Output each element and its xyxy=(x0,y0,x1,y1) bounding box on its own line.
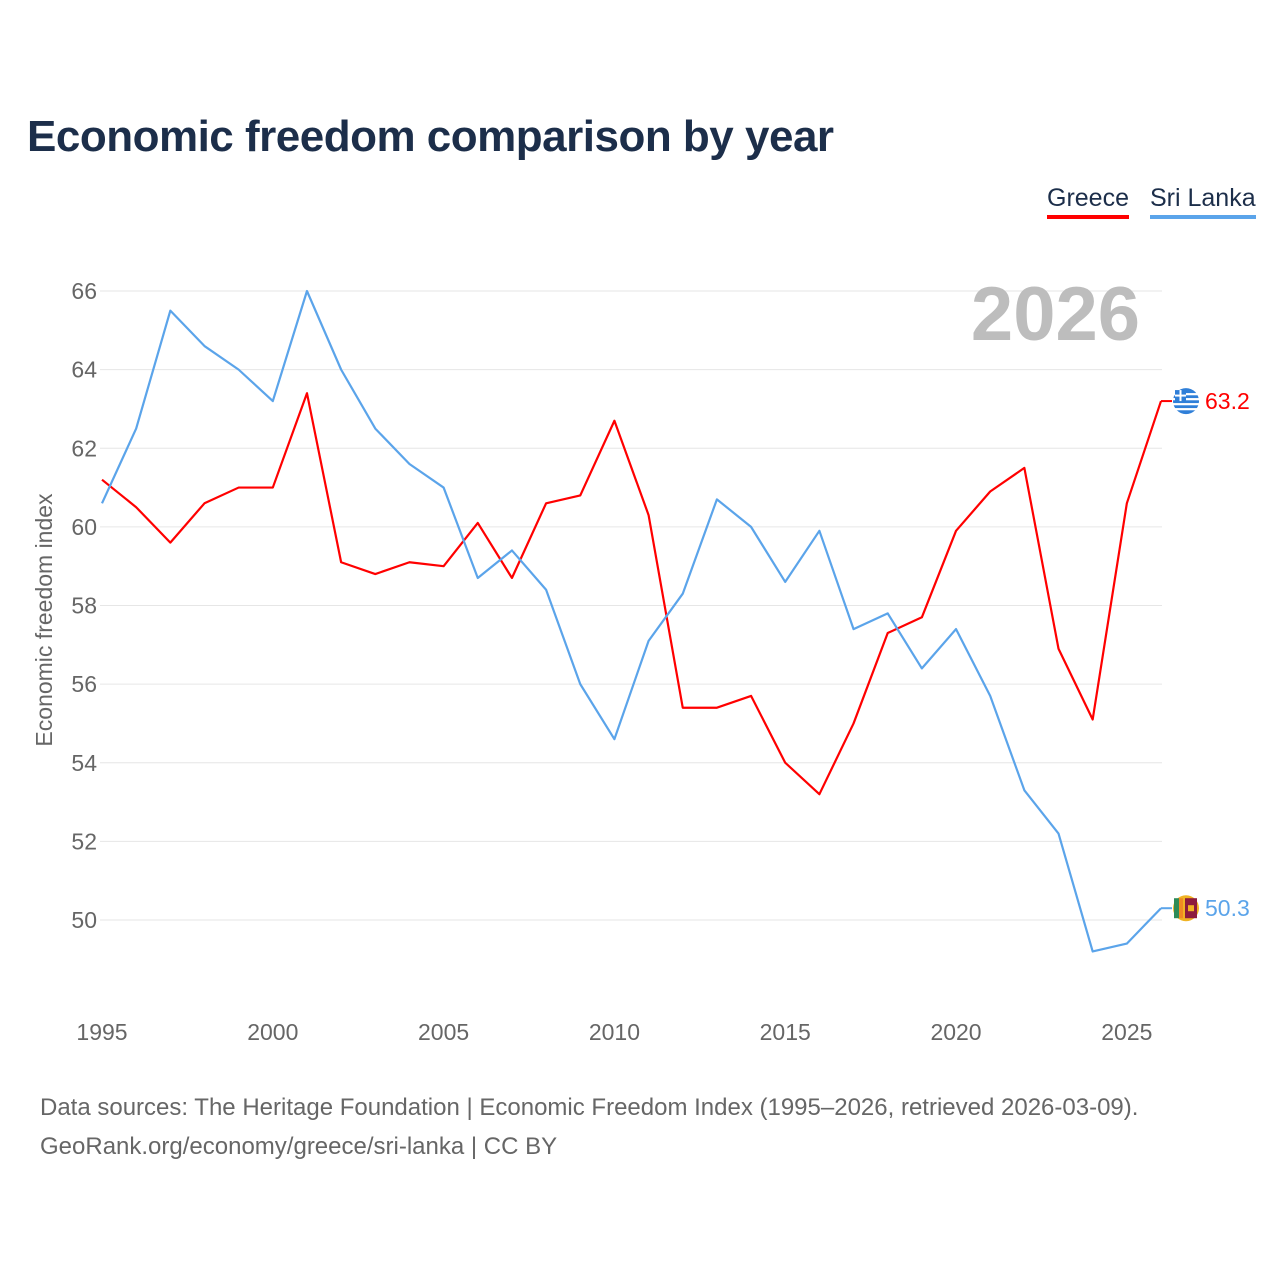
legend-sri-lanka[interactable]: Sri Lanka xyxy=(1150,184,1256,219)
x-tick-label: 2005 xyxy=(418,1019,469,1045)
x-tick-label: 2025 xyxy=(1101,1019,1152,1045)
flag-stripe xyxy=(1173,408,1199,411)
series-line-sri-lanka xyxy=(100,289,1162,953)
y-tick-label: 56 xyxy=(71,671,97,697)
x-tick-label: 1995 xyxy=(76,1019,127,1045)
y-tick-label: 62 xyxy=(71,435,97,461)
source-link: GeoRank.org/economy/greece/sri-lanka | C… xyxy=(40,1133,558,1160)
end-value-label: 50.3 xyxy=(1205,895,1250,921)
data-source: Data sources: The Heritage Foundation | … xyxy=(40,1094,1139,1121)
legend-greece[interactable]: Greece xyxy=(1047,184,1129,219)
flag-band xyxy=(1174,898,1179,919)
end-value-label: 63.2 xyxy=(1205,388,1250,414)
flag-stripe xyxy=(1173,403,1199,406)
y-tick-label: 54 xyxy=(71,750,97,776)
series-line-greece xyxy=(101,392,1163,796)
y-tick-label: 60 xyxy=(71,514,97,540)
chart-title: Economic freedom comparison by year xyxy=(27,112,834,161)
footer: Data sources: The Heritage Foundation | … xyxy=(40,1088,1138,1166)
y-axis-label: Economic freedom index xyxy=(31,493,57,747)
x-tick-label: 2015 xyxy=(760,1019,811,1045)
x-tick-label: 2010 xyxy=(589,1019,640,1045)
flag-lion xyxy=(1188,905,1194,912)
y-tick-label: 66 xyxy=(71,278,97,304)
flag-cross xyxy=(1175,394,1186,397)
y-tick-label: 64 xyxy=(71,357,97,383)
y-tick-label: 52 xyxy=(71,828,97,854)
y-tick-label: 58 xyxy=(71,593,97,619)
year-watermark: 2026 xyxy=(971,272,1140,357)
flag-band xyxy=(1179,898,1183,919)
y-tick-label: 50 xyxy=(71,907,97,933)
x-tick-label: 2000 xyxy=(247,1019,298,1045)
x-tick-label: 2020 xyxy=(930,1019,981,1045)
